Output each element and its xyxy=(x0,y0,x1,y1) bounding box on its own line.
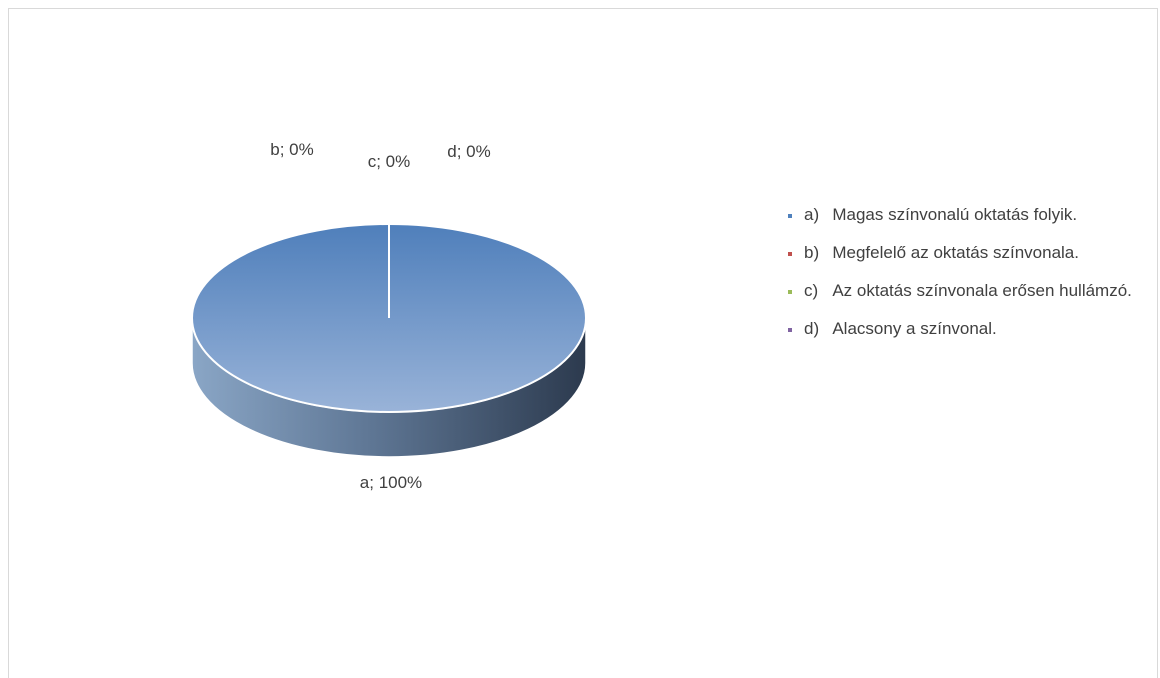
data-label-d: d; 0% xyxy=(447,142,490,161)
chart-frame xyxy=(8,8,1158,678)
legend-item-b: b) Megfelelő az oktatás színvonala. xyxy=(788,241,1143,265)
legend-label-c: c) Az oktatás színvonala erősen hullámzó… xyxy=(804,281,1132,300)
legend-marker-b xyxy=(788,252,792,256)
legend-item-d: d) Alacsony a színvonal. xyxy=(788,317,1143,341)
legend-item-a: a) Magas színvonalú oktatás folyik. xyxy=(788,203,1143,227)
data-label-b: b; 0% xyxy=(270,140,313,159)
chart-legend: a) Magas színvonalú oktatás folyik. b) M… xyxy=(788,203,1143,355)
legend-label-b: b) Megfelelő az oktatás színvonala. xyxy=(804,243,1079,262)
legend-marker-a xyxy=(788,214,792,218)
legend-label-a: a) Magas színvonalú oktatás folyik. xyxy=(804,205,1078,224)
legend-label-d: d) Alacsony a színvonal. xyxy=(804,319,997,338)
legend-item-c: c) Az oktatás színvonala erősen hullámzó… xyxy=(788,279,1143,303)
data-label-c: c; 0% xyxy=(368,152,411,171)
data-label-a: a; 100% xyxy=(360,473,422,492)
legend-marker-c xyxy=(788,290,792,294)
legend-marker-d xyxy=(788,328,792,332)
